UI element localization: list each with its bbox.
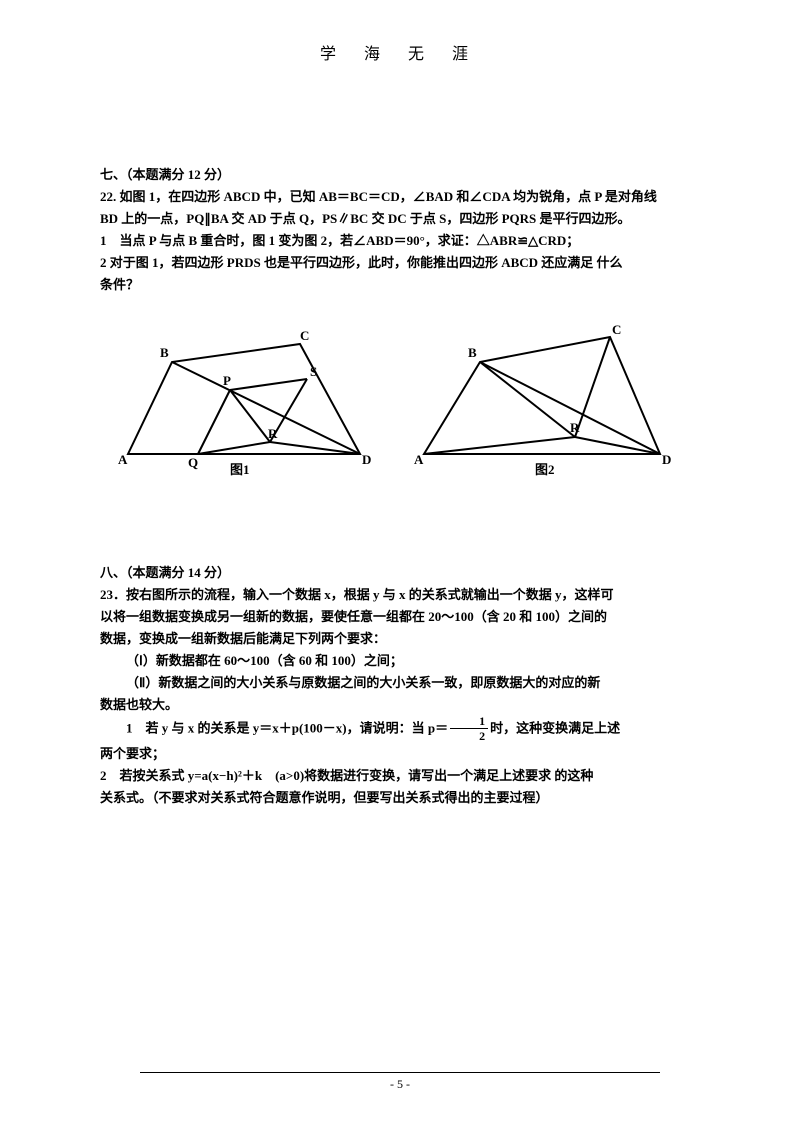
page-header: 学 海 无 涯 (0, 0, 800, 64)
fraction-half: 12 (450, 715, 488, 742)
q23-line4: （Ⅰ）新数据都在 60～100（含 60 和 100）之间； (100, 650, 700, 672)
q23-heading: 八、（本题满分 14 分） (100, 562, 700, 584)
page-footer: - 5 - (0, 1072, 800, 1092)
fraction-den: 2 (450, 729, 488, 742)
figure-2: A B C D R 图2 (410, 322, 675, 482)
q22-line1: 22. 如图 1，在四边形 ABCD 中，已知 AB＝BC＝CD，∠BAD 和∠… (100, 186, 700, 208)
fig1-label-B: B (160, 345, 169, 360)
q22-line2: BD 上的一点，PQ∥BA 交 AD 于点 Q，PS∥BC 交 DC 于点 S，… (100, 208, 700, 230)
q22-line4: 2 对于图 1，若四边形 PRDS 也是平行四边形，此时，你能推出四边形 ABC… (100, 252, 700, 274)
fraction-num: 1 (450, 715, 488, 729)
fig1-caption: 图1 (230, 462, 250, 477)
q23-line2: 以将一组数据变换成另一组新的数据，要使任意一组都在 20～100（含 20 和 … (100, 606, 700, 628)
q23-line7: 1 若 y 与 x 的关系是 y＝x＋p(100－x)，请说明：当 p＝12时，… (100, 716, 700, 743)
page-content: 七、（本题满分 12 分） 22. 如图 1，在四边形 ABCD 中，已知 AB… (0, 64, 800, 810)
q23-line1: 23．按右图所示的流程，输入一个数据 x，根据 y 与 x 的关系式就输出一个数… (100, 584, 700, 606)
fig1-label-D: D (362, 452, 371, 467)
fig2-caption: 图2 (535, 462, 555, 477)
q22-line3: 1 当点 P 与点 B 重合时，图 1 变为图 2，若∠ABD＝90°，求证：△… (100, 230, 700, 252)
q23-line9: 2 若按关系式 y=a(x−h)²＋k (a>0)将数据进行变换，请写出一个满足… (100, 765, 700, 787)
q22-figures: A B C D P Q R S 图1 (100, 322, 700, 482)
fig2-label-B: B (468, 345, 477, 360)
figure-1: A B C D P Q R S 图1 (110, 322, 375, 482)
fig1-label-S: S (310, 364, 317, 379)
fig2-label-R: R (570, 420, 580, 435)
question-22: 七、（本题满分 12 分） 22. 如图 1，在四边形 ABCD 中，已知 AB… (100, 164, 700, 482)
q22-line5: 条件？ (100, 274, 700, 296)
page-number: - 5 - (390, 1077, 410, 1091)
figure-2-svg: A B C D R 图2 (410, 322, 675, 482)
q23-line10: 关系式。（不要求对关系式符合题意作说明，但要写出关系式得出的主要过程） (100, 787, 700, 809)
fig1-label-R: R (268, 426, 278, 441)
fig2-label-D: D (662, 452, 671, 467)
fig2-label-C: C (612, 322, 621, 337)
q23-line8: 两个要求； (100, 743, 700, 765)
q23-line7a: 1 若 y 与 x 的关系是 y＝x＋p(100－x)，请说明：当 p＝ (126, 721, 448, 736)
fig2-label-A: A (414, 452, 424, 467)
fig1-label-Q: Q (188, 455, 198, 470)
fig1-label-A: A (118, 452, 128, 467)
q23-line5: （Ⅱ）新数据之间的大小关系与原数据之间的大小关系一致，即原数据大的对应的新 (100, 672, 700, 694)
question-23: 八、（本题满分 14 分） 23．按右图所示的流程，输入一个数据 x，根据 y … (100, 562, 700, 810)
q23-line7b: 时，这种变换满足上述 (490, 721, 620, 736)
fig1-label-C: C (300, 328, 309, 343)
footer-line (140, 1072, 660, 1073)
q23-line3: 数据，变换成一组新数据后能满足下列两个要求： (100, 628, 700, 650)
figure-1-svg: A B C D P Q R S 图1 (110, 322, 375, 482)
q23-line6: 数据也较大。 (100, 694, 700, 716)
q22-heading: 七、（本题满分 12 分） (100, 164, 700, 186)
fig1-label-P: P (223, 373, 231, 388)
